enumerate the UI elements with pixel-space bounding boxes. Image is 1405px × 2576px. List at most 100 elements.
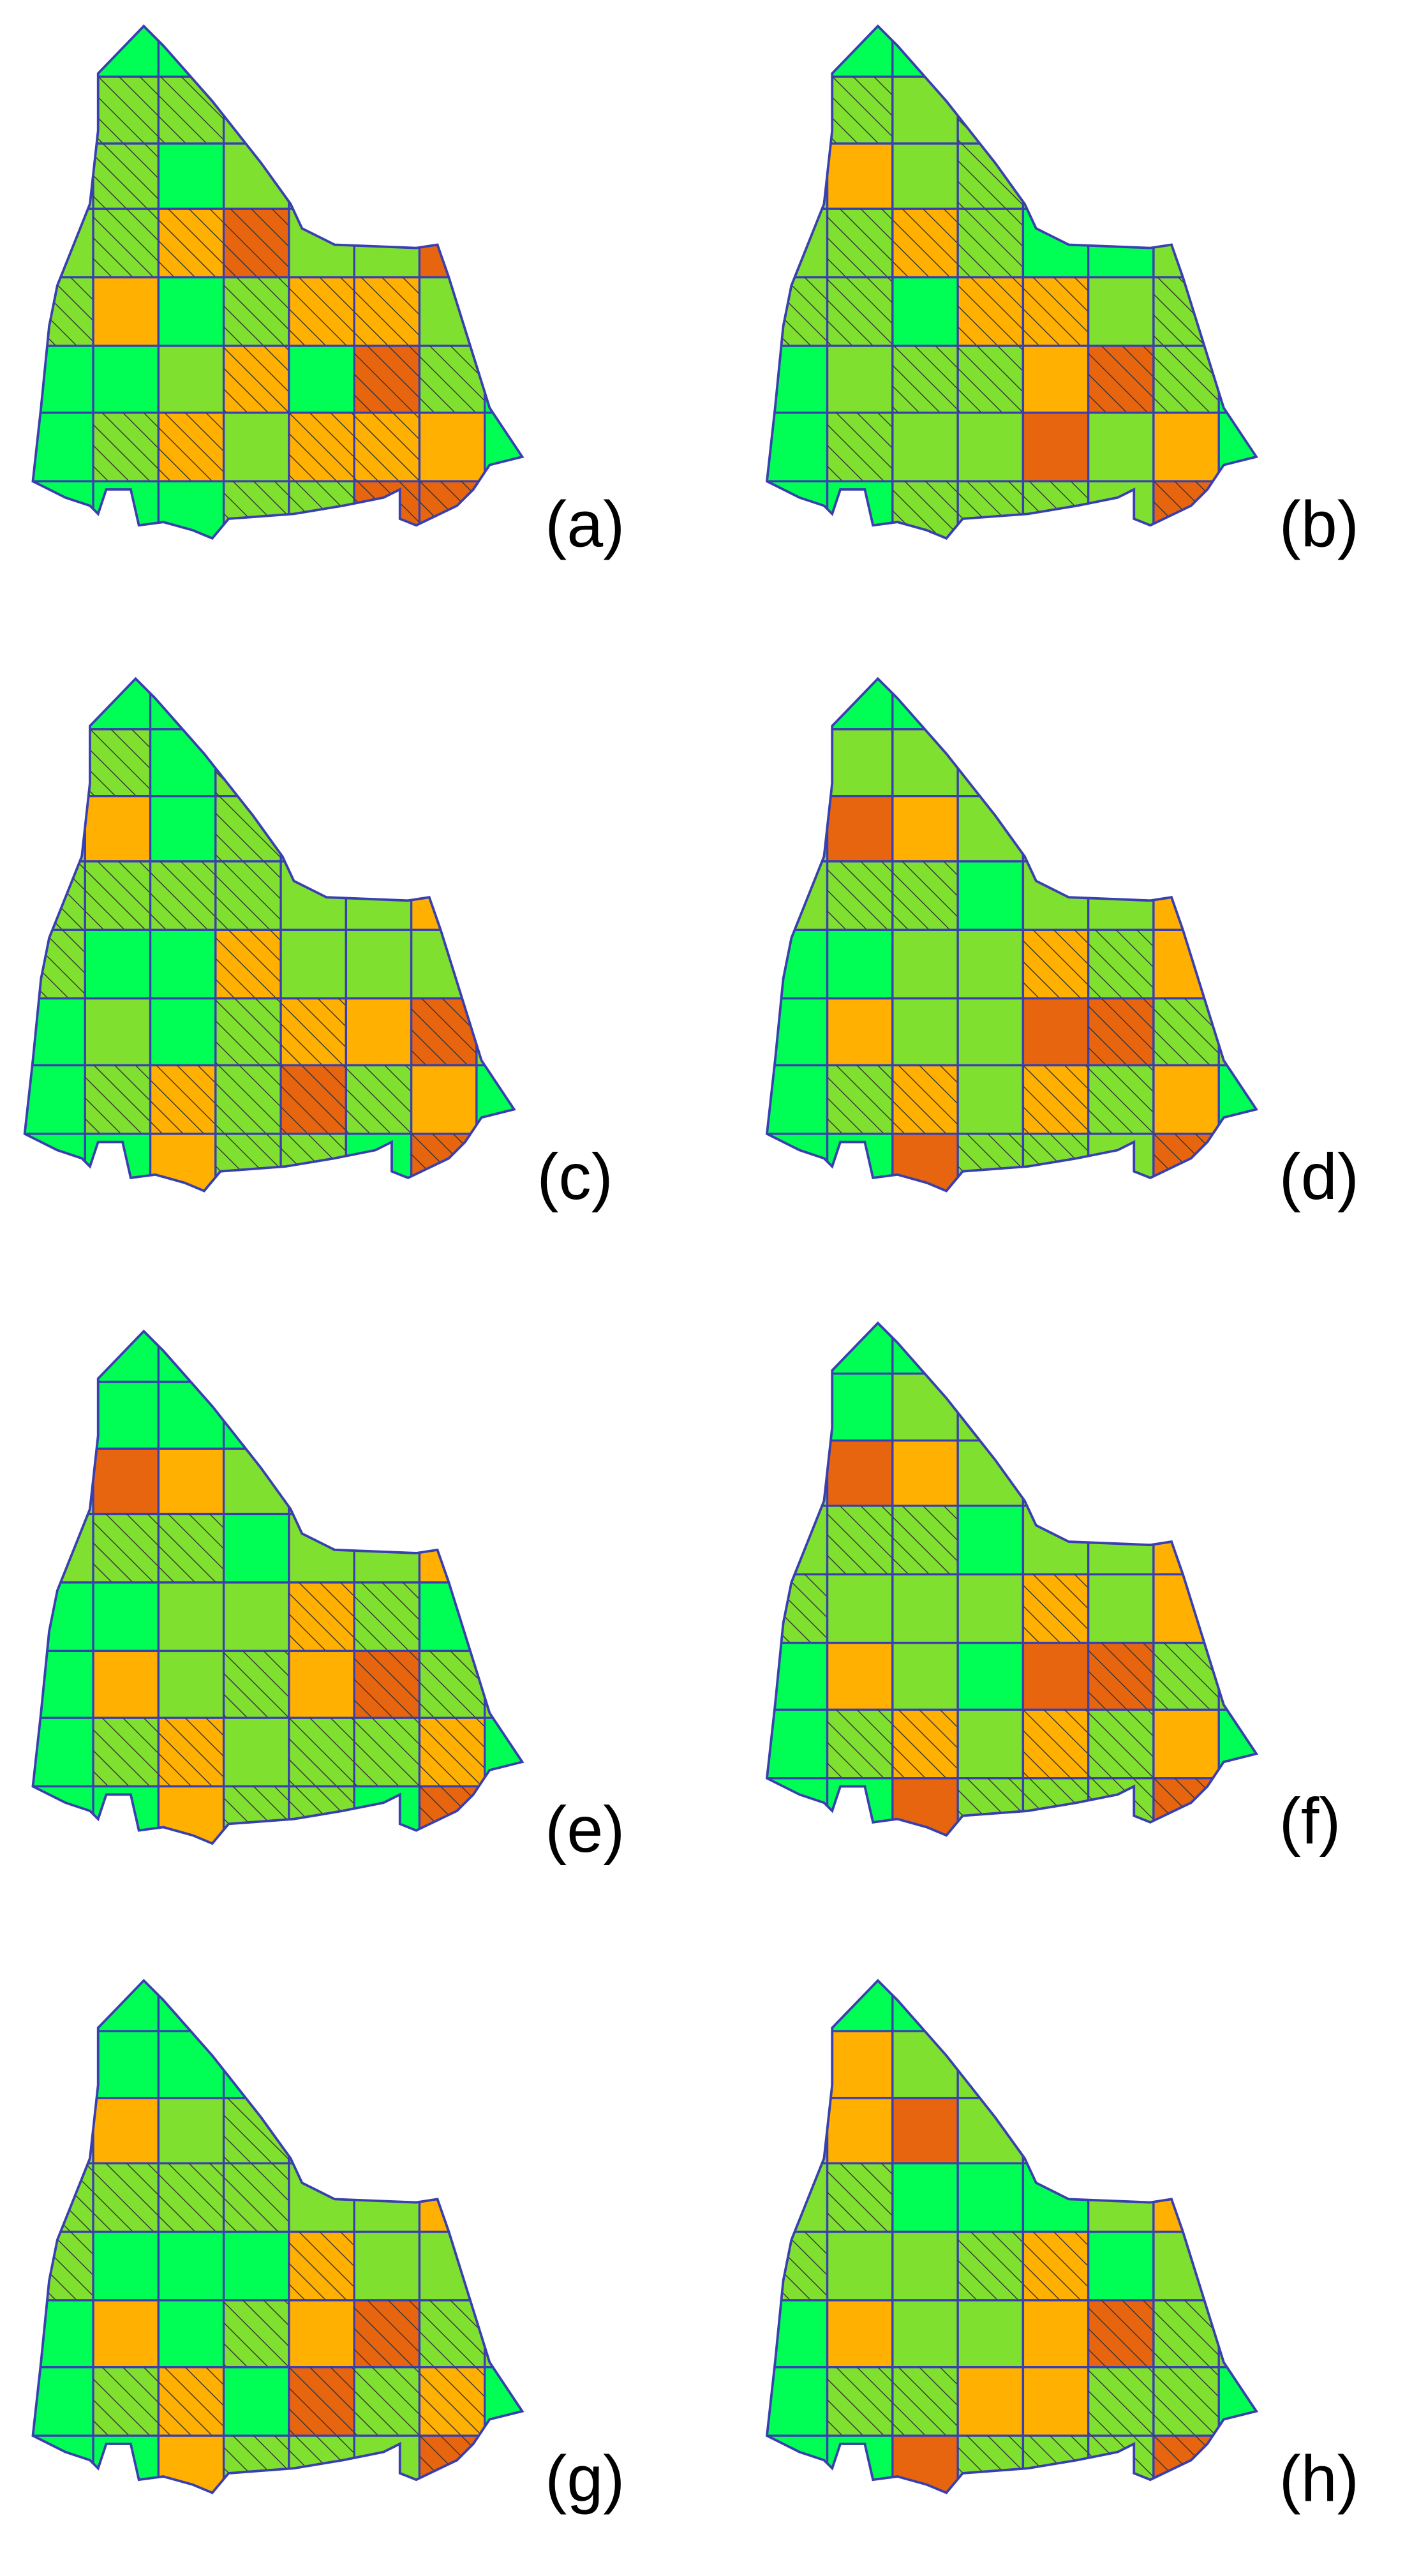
grid-cell	[33, 1331, 94, 1383]
grid-cells	[766, 1980, 1256, 2493]
hatch	[827, 77, 893, 144]
grid-cell	[288, 75, 355, 145]
grid-cell	[24, 678, 86, 731]
grid-cell	[484, 2366, 523, 2437]
hatch	[1023, 930, 1089, 999]
grid-cell	[33, 1980, 94, 2032]
grid-cells	[766, 1323, 1256, 1836]
grid-cell	[149, 997, 217, 1067]
grid-cell	[288, 2030, 355, 2099]
hatch	[150, 1065, 216, 1134]
grid-cell	[766, 2299, 829, 2369]
grid-cell	[92, 345, 160, 414]
grid-cell	[1087, 794, 1155, 863]
grid-cell	[475, 860, 514, 931]
boundary	[31, 1979, 524, 2494]
grid-cell	[157, 345, 225, 414]
boundary	[31, 1329, 524, 1845]
hatch	[827, 861, 893, 930]
grid-cell	[288, 1380, 355, 1450]
hatch	[223, 2163, 289, 2232]
hatch	[892, 1505, 958, 1575]
hatch	[346, 1065, 412, 1134]
grid-cell	[92, 2230, 160, 2302]
hatch	[827, 209, 893, 278]
hatch	[766, 796, 828, 861]
grid-cell	[345, 1133, 413, 1191]
hatch	[354, 2367, 420, 2436]
grid-cell	[84, 1133, 152, 1191]
hatch	[419, 2300, 485, 2367]
grid-cell	[1087, 728, 1155, 798]
grid-cell	[149, 728, 217, 798]
grid-cell	[484, 2434, 523, 2493]
hatch	[354, 2300, 420, 2367]
grid-cell	[222, 142, 290, 210]
grid-cell	[92, 1581, 160, 1653]
grid-cell	[826, 1373, 894, 1442]
grid-cell	[766, 1708, 829, 1780]
grid-cell	[766, 2434, 829, 2493]
grid-cell	[1217, 412, 1256, 482]
grid-cell	[826, 1573, 894, 1644]
hatch	[411, 1133, 477, 1191]
hatch	[892, 346, 958, 413]
grid-cell	[1217, 26, 1256, 78]
grid-cell	[33, 2299, 94, 2369]
hatch	[33, 2031, 94, 2098]
grid-cell	[1152, 1980, 1220, 2032]
grid-cell	[1022, 142, 1090, 210]
grid-cell	[826, 1439, 894, 1507]
grid-cell	[1217, 1439, 1256, 1507]
grid-cell	[1152, 2097, 1220, 2164]
grid-cell	[149, 928, 217, 1000]
grid-cell	[353, 142, 421, 210]
grid-cell	[418, 1512, 486, 1584]
grid-cell	[410, 794, 478, 863]
grid-cell	[84, 997, 152, 1067]
grid-cell	[1217, 2230, 1256, 2302]
grid-cell	[475, 728, 514, 798]
grid-cell	[1217, 728, 1256, 798]
grid-cell	[1217, 2299, 1256, 2369]
grid-cell	[1152, 794, 1220, 863]
grid-cell	[766, 1373, 829, 1442]
grid-cell	[353, 2097, 421, 2164]
panel-label: (b)	[1279, 487, 1359, 560]
hatch	[354, 346, 420, 413]
grid-cell	[826, 345, 894, 414]
hatch	[215, 729, 281, 796]
grid-cell	[410, 1064, 478, 1135]
grid-cell	[1217, 2434, 1256, 2493]
hatch	[33, 2097, 94, 2164]
grid-cell	[891, 728, 959, 798]
grid-cell	[766, 997, 829, 1067]
hatch	[93, 1718, 159, 1787]
grid-cell	[410, 678, 478, 731]
grid-cell	[484, 1649, 523, 1719]
hatch	[419, 1718, 485, 1787]
grid-cell	[33, 26, 94, 78]
grid-cell	[766, 678, 829, 731]
grid-cell	[279, 678, 348, 731]
hatch	[223, 2300, 289, 2367]
grid-cell	[484, 1716, 523, 1788]
grid-cell	[1087, 1133, 1155, 1191]
grid-cells	[24, 678, 514, 1191]
grid-cell	[956, 678, 1025, 731]
grid-cell	[222, 412, 290, 482]
grid-cell	[353, 1447, 421, 1515]
hatch	[766, 277, 828, 346]
hatch	[766, 729, 828, 796]
hatch	[354, 481, 420, 539]
map-panel: (a)	[31, 24, 625, 560]
hatch	[288, 1582, 355, 1651]
grid-cell	[84, 928, 152, 1000]
panel-label: (e)	[545, 1792, 625, 1866]
grid-cell	[484, 276, 523, 347]
grid-cell	[484, 2030, 523, 2099]
hatch	[1153, 2300, 1219, 2367]
hatch	[892, 1709, 958, 1778]
grid-cell	[214, 678, 282, 731]
